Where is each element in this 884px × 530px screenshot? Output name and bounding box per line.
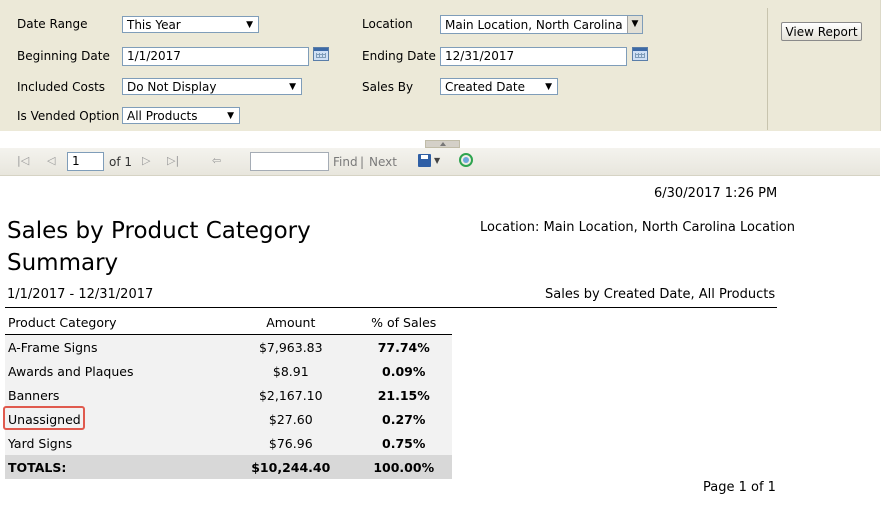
save-icon[interactable]: [418, 154, 431, 167]
location-label: Location: [362, 17, 413, 31]
included-costs-value: Do Not Display: [127, 80, 217, 94]
totals-amount: $10,244.40: [226, 455, 356, 479]
table-row: Unassigned $27.60 0.27%: [5, 407, 452, 431]
percent-cell: 0.09%: [355, 359, 452, 383]
amount-cell: $8.91: [226, 359, 356, 383]
date-range-select[interactable]: This Year ▼: [122, 16, 259, 33]
report-title-line1: Sales by Product Category: [7, 218, 311, 244]
table-row: Yard Signs $76.96 0.75%: [5, 431, 452, 455]
ending-date-input[interactable]: 12/31/2017: [440, 47, 627, 66]
chevron-down-icon: ▼: [289, 82, 296, 92]
date-range-value: This Year: [127, 18, 181, 32]
page-number-input[interactable]: 1: [67, 152, 104, 171]
totals-percent: 100.00%: [355, 455, 452, 479]
unassigned-highlight: [3, 406, 85, 430]
percent-cell: 0.27%: [355, 407, 452, 431]
sales-table: Product Category Amount % of Sales A-Fra…: [5, 310, 452, 479]
calendar-icon[interactable]: [313, 47, 329, 61]
report-subtitle: Sales by Created Date, All Products: [545, 287, 776, 302]
table-row: Awards and Plaques $8.91 0.09%: [5, 359, 452, 383]
column-header: % of Sales: [371, 314, 437, 330]
category-cell: A-Frame Signs: [5, 334, 227, 359]
report-date-range: 1/1/2017 - 12/31/2017: [7, 287, 154, 302]
last-page-icon[interactable]: ▷|: [167, 154, 180, 167]
sales-by-select[interactable]: Created Date ▼: [440, 78, 558, 95]
table-row: A-Frame Signs $7,963.83 77.74%: [5, 334, 452, 359]
report-title-line2: Summary: [7, 250, 119, 276]
chevron-down-icon: ▼: [545, 82, 552, 92]
report-timestamp: 6/30/2017 1:26 PM: [654, 186, 778, 201]
is-vended-value: All Products: [127, 109, 198, 123]
page-footer: Page 1 of 1: [703, 480, 776, 495]
amount-cell: $76.96: [226, 431, 356, 455]
included-costs-label: Included Costs: [17, 80, 106, 94]
find-input[interactable]: [250, 152, 329, 171]
category-cell: Unassigned: [5, 407, 227, 431]
totals-label: TOTALS:: [5, 455, 227, 479]
report-location: Location: Main Location, North Carolina …: [480, 220, 796, 235]
category-cell: Yard Signs: [5, 431, 227, 455]
table-header-row: Product Category Amount % of Sales: [5, 310, 452, 335]
percent-cell: 0.75%: [355, 431, 452, 455]
next-page-icon[interactable]: ▷: [142, 154, 151, 167]
date-range-label: Date Range: [17, 17, 88, 31]
amount-cell: $27.60: [226, 407, 356, 431]
refresh-icon[interactable]: [459, 153, 473, 167]
beginning-date-input[interactable]: 1/1/2017: [122, 47, 309, 66]
category-cell: Banners: [5, 383, 227, 407]
calendar-icon[interactable]: [632, 47, 648, 61]
location-select[interactable]: Main Location, North Carolina Location ▼: [440, 15, 643, 34]
totals-row: TOTALS: $10,244.40 100.00%: [5, 455, 452, 479]
find-separator: |: [360, 155, 365, 169]
column-header: Amount: [266, 314, 316, 330]
percent-cell: 21.15%: [355, 383, 452, 407]
sales-by-value: Created Date: [445, 80, 525, 94]
panel-divider: [767, 8, 768, 130]
percent-cell: 77.74%: [355, 334, 452, 359]
find-link[interactable]: Find: [333, 155, 358, 169]
is-vended-label: Is Vended Option: [17, 109, 120, 123]
table-row: Banners $2,167.10 21.15%: [5, 383, 452, 407]
amount-cell: $7,963.83: [226, 334, 356, 359]
chevron-down-icon: ▼: [227, 111, 234, 121]
back-icon[interactable]: ⇦: [212, 154, 222, 167]
column-header: Product Category: [8, 314, 117, 330]
amount-cell: $2,167.10: [226, 383, 356, 407]
beginning-date-label: Beginning Date: [17, 49, 110, 63]
location-value: Main Location, North Carolina Location: [445, 18, 631, 32]
next-link[interactable]: Next: [369, 155, 397, 169]
page-count-label: of 1: [109, 155, 133, 169]
first-page-icon[interactable]: |◁: [17, 154, 30, 167]
header-rule: [5, 307, 777, 308]
previous-page-icon[interactable]: ◁: [47, 154, 56, 167]
report-toolbar: [0, 148, 880, 176]
included-costs-select[interactable]: Do Not Display ▼: [122, 78, 302, 95]
view-report-button[interactable]: View Report: [781, 22, 862, 41]
is-vended-select[interactable]: All Products ▼: [122, 107, 240, 124]
export-dropdown-icon[interactable]: ▼: [434, 156, 441, 165]
category-cell: Awards and Plaques: [5, 359, 227, 383]
chevron-down-icon: ▼: [246, 20, 253, 30]
chevron-down-icon: ▼: [627, 16, 642, 33]
sales-by-label: Sales By: [362, 80, 414, 94]
ending-date-label: Ending Date: [362, 49, 436, 63]
collapse-parameters-handle[interactable]: [425, 140, 460, 148]
